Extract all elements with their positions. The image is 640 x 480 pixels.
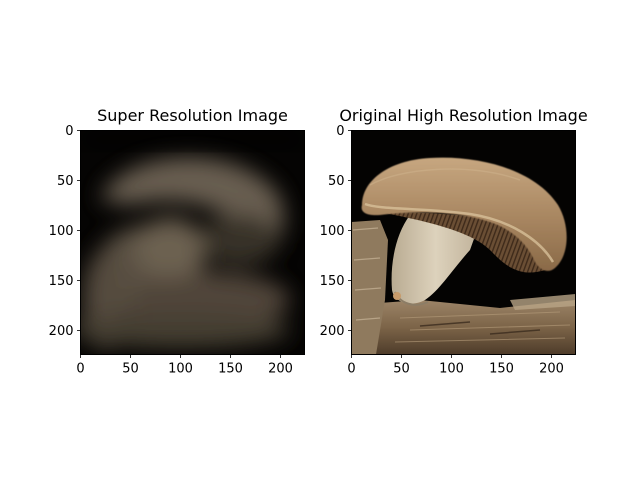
x-tick-label: 150 <box>218 362 243 377</box>
super-resolution-frame <box>80 130 305 355</box>
y-ticks-right: 0 50 100 150 200 <box>320 124 352 339</box>
super-resolution-image <box>80 130 305 355</box>
y-tick-label: 50 <box>328 174 345 189</box>
x-tick-label: 0 <box>76 362 84 377</box>
original-resolution-title: Original High Resolution Image <box>339 106 587 125</box>
y-ticks-left: 0 50 100 150 200 <box>49 124 81 339</box>
x-tick-label: 100 <box>439 362 464 377</box>
x-ticks-right: 0 50 100 150 200 <box>347 354 564 377</box>
y-tick-label: 100 <box>49 224 74 239</box>
y-tick-label: 200 <box>320 324 345 339</box>
x-tick-label: 200 <box>268 362 293 377</box>
original-resolution-frame <box>351 130 576 355</box>
x-tick-label: 0 <box>347 362 355 377</box>
x-tick-label: 150 <box>489 362 514 377</box>
original-resolution-axes: Original High Resolution Image 0 50 100 150 <box>320 106 588 377</box>
y-tick-label: 0 <box>336 124 344 139</box>
super-resolution-axes: Super Resolution Image 0 50 100 150 200 0 50 1… <box>49 106 305 377</box>
super-resolution-title: Super Resolution Image <box>97 106 288 125</box>
y-tick-label: 200 <box>49 324 74 339</box>
y-tick-label: 100 <box>320 224 345 239</box>
y-tick-label: 50 <box>57 174 74 189</box>
x-ticks-left: 0 50 100 150 200 <box>76 354 293 377</box>
y-tick-label: 150 <box>320 274 345 289</box>
x-tick-label: 50 <box>122 362 139 377</box>
x-tick-label: 50 <box>393 362 410 377</box>
original-resolution-image <box>351 130 576 355</box>
x-tick-label: 100 <box>168 362 193 377</box>
y-tick-label: 0 <box>65 124 73 139</box>
y-tick-label: 150 <box>49 274 74 289</box>
x-tick-label: 200 <box>539 362 564 377</box>
